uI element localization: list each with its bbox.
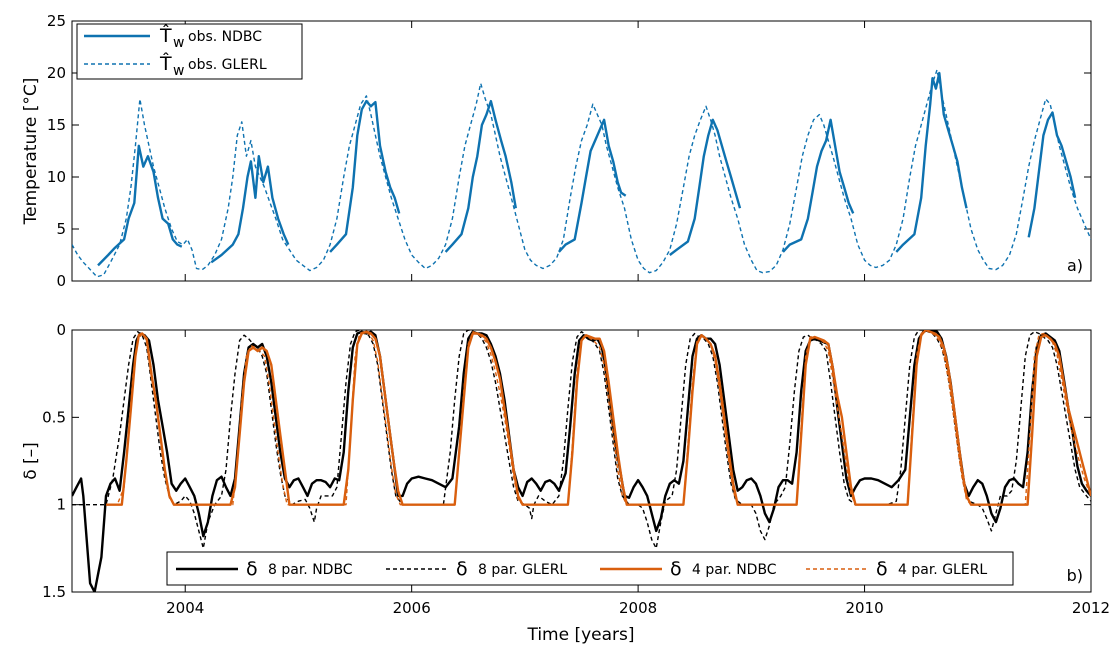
legend-label-obs-ndbc: obs. NDBC [188, 29, 262, 45]
y-tick-label: 1 [56, 496, 66, 514]
legend-entry-8par-glerl: δ 8 par. GLERL [386, 558, 567, 580]
y-tick-label: 1.5 [42, 583, 66, 601]
y-tick-label: 0.5 [42, 408, 66, 426]
x-tick-label: 2012 [1072, 599, 1110, 617]
legend-subscript-obs-glerl: w [173, 63, 184, 79]
series-line [97, 144, 183, 267]
panel-b-legend: δ 8 par. NDBC δ 8 par. GLERL δ 4 par. ND… [166, 551, 1014, 586]
legend-symbol-obs-glerl: T̂ [159, 53, 172, 75]
legend-label-4par-glerl: 4 par. GLERL [898, 562, 987, 578]
panel-a-tag: a) [1067, 256, 1083, 275]
panel-b-tag: b) [1067, 566, 1083, 585]
legend-entry-obs-ndbc: T̂ w obs. NDBC [84, 25, 262, 51]
series-line [558, 118, 627, 253]
series-line [782, 118, 855, 253]
y-tick-label: 10 [47, 168, 66, 186]
series-line [106, 330, 1091, 506]
legend-label-8par-glerl: 8 par. GLERL [478, 562, 567, 578]
legend-label-4par-ndbc: 4 par. NDBC [692, 562, 777, 578]
y-tick-label: 0 [56, 272, 66, 290]
series-obs-glerl [72, 69, 1091, 278]
legend-label-obs-glerl: obs. GLERL [188, 57, 267, 73]
x-tick-label: 2006 [393, 599, 431, 617]
panel-b: 0 0.5 1 1.5 2004 2006 2008 2010 2012 δ [–] Time … [21, 321, 1110, 645]
panel-b-plot-area [72, 330, 1091, 592]
series-4-par-glerl [106, 330, 1091, 506]
y-tick-label: 20 [47, 64, 66, 82]
panel-b-legend-box [166, 551, 1014, 586]
y-tick-label: 5 [56, 220, 66, 238]
series-line [669, 118, 742, 256]
series-obs-ndbc [97, 71, 1077, 267]
y-tick-label: 15 [47, 116, 66, 134]
series-line [444, 99, 517, 253]
legend-symbol-4par-ndbc: δ [670, 558, 682, 580]
panel-a: 0 5 10 15 20 25 Temperature [°C] a) T̂ w obs.… [21, 12, 1092, 290]
series-line [106, 330, 1091, 506]
legend-symbol-obs-ndbc: T̂ [159, 25, 172, 47]
y-tick-label: 0 [56, 321, 66, 339]
legend-entry-4par-ndbc: δ 4 par. NDBC [600, 558, 777, 580]
legend-entry-obs-glerl: T̂ w obs. GLERL [84, 53, 267, 79]
x-tick-label: 2008 [619, 599, 657, 617]
panel-b-ylabel: δ [–] [21, 442, 41, 480]
legend-symbol-8par-glerl: δ [456, 558, 468, 580]
x-tick-label: 2004 [166, 599, 204, 617]
series-line [72, 69, 1091, 278]
panel-b-xlabel: Time [years] [526, 625, 634, 645]
series-4-par-ndbc [106, 330, 1091, 506]
panel-b-frame [71, 329, 1092, 593]
panel-a-plot-area [72, 69, 1091, 278]
panel-a-legend: T̂ w obs. NDBC T̂ w obs. GLERL [76, 23, 303, 80]
panel-a-legend-box [76, 23, 303, 80]
series-line [895, 71, 968, 253]
legend-label-8par-ndbc: 8 par. NDBC [268, 562, 353, 578]
y-tick-label: 25 [47, 12, 66, 30]
panel-a-ylabel: Temperature [°C] [21, 78, 41, 226]
legend-entry-8par-ndbc: δ 8 par. NDBC [176, 558, 353, 580]
legend-symbol-4par-glerl: δ [876, 558, 888, 580]
legend-symbol-8par-ndbc: δ [246, 558, 258, 580]
legend-subscript-obs-ndbc: w [173, 35, 184, 51]
panel-a-ticks: 0 5 10 15 20 25 [47, 12, 1092, 290]
x-tick-label: 2010 [845, 599, 883, 617]
panel-b-ticks: 0 0.5 1 1.5 2004 2006 2008 2010 2012 [42, 321, 1110, 617]
series-line [210, 155, 290, 264]
legend-entry-4par-glerl: δ 4 par. GLERL [806, 558, 987, 580]
